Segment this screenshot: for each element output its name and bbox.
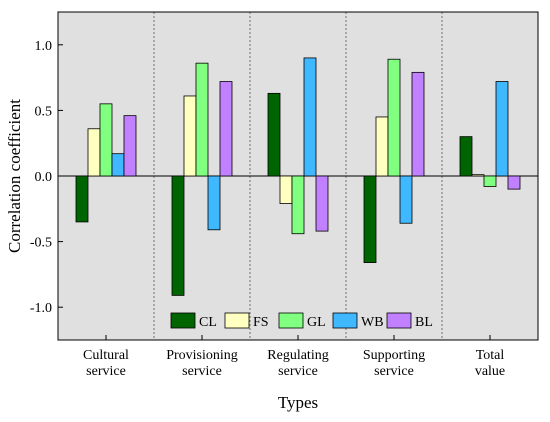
- legend-label-gl: GL: [307, 315, 326, 330]
- legend-swatch-cl: [170, 312, 196, 329]
- bar-cl-4: [363, 175, 377, 263]
- bar-cl-3: [267, 92, 281, 177]
- legend-swatch-gl: [278, 312, 304, 329]
- y-tick-label: -0.5: [30, 236, 52, 251]
- bar-bl-5: [507, 175, 521, 190]
- bar-cl-5: [459, 136, 473, 177]
- y-axis-ticks: 1.0 0.5 0.0 -0.5 -1.0: [30, 39, 63, 316]
- bar-cl-1: [75, 175, 89, 223]
- bars-group: [75, 57, 521, 296]
- x-axis-ticks: Cultural service Provisioning service Regula…: [83, 335, 505, 379]
- legend-label-wb: WB: [361, 315, 384, 330]
- y-tick-label: 0.5: [35, 104, 53, 119]
- x-tick-label: Total value: [475, 348, 505, 379]
- legend-label-fs: FS: [253, 315, 269, 330]
- bar-bl-2: [219, 81, 233, 177]
- legend-label-cl: CL: [199, 315, 217, 330]
- bar-gl-1: [99, 103, 113, 177]
- bar-bl-4: [411, 71, 425, 177]
- legend-swatch-fs: [224, 312, 250, 329]
- x-tick-label: Cultural service: [83, 348, 129, 379]
- bar-fs-3: [279, 175, 293, 204]
- bar-cl-2: [171, 175, 185, 296]
- y-tick-label: -1.0: [30, 301, 52, 316]
- legend-swatch-bl: [386, 312, 412, 329]
- x-tick-label: Regulating service: [267, 348, 328, 379]
- bar-gl-3: [291, 175, 305, 235]
- bar-wb-5: [495, 81, 509, 177]
- bar-wb-3: [303, 57, 317, 177]
- bar-fs-2: [183, 95, 197, 177]
- bar-wb-2: [207, 175, 221, 231]
- bar-fs-1: [87, 128, 101, 177]
- x-tick-label: Supporting service: [363, 348, 425, 379]
- bar-gl-5: [483, 175, 497, 187]
- bar-bl-1: [123, 115, 137, 177]
- bar-gl-4: [387, 58, 401, 177]
- y-tick-label: 0.0: [35, 170, 53, 185]
- legend: CL FS GL WB BL: [170, 312, 433, 330]
- x-tick-label: Provisioning service: [166, 348, 238, 379]
- bar-bl-3: [315, 175, 329, 232]
- bar-gl-2: [195, 62, 209, 177]
- x-axis-label: Types: [278, 393, 318, 412]
- bar-fs-5: [471, 174, 485, 177]
- y-tick-label: 1.0: [35, 39, 53, 54]
- legend-label-bl: BL: [415, 315, 433, 330]
- bar-wb-4: [399, 175, 413, 224]
- y-axis-label: Correlation coefficient: [5, 99, 24, 253]
- legend-swatch-wb: [332, 312, 358, 329]
- bar-wb-1: [111, 153, 125, 177]
- bar-fs-4: [375, 116, 389, 177]
